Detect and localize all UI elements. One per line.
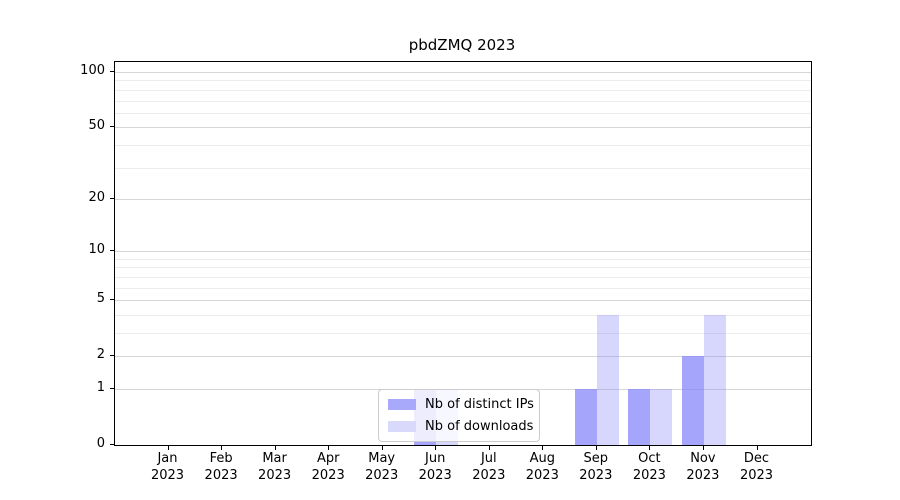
gridline-major-20 [115, 198, 811, 200]
y-tick-mark-10 [110, 250, 115, 252]
y-tick-mark-100 [110, 71, 115, 72]
y-tick-mark-20 [110, 197, 115, 199]
legend-swatch-distinct-ips [388, 399, 416, 410]
x-tick-label-mar: Mar 2023 [240, 450, 310, 484]
x-tick-year-nov: 2023 [686, 468, 720, 483]
x-tick-label-nov: Nov 2023 [668, 450, 738, 484]
x-tick-year-may: 2023 [365, 468, 399, 483]
gridline-minor-6 [115, 287, 811, 289]
y-tick-label-1: 1 [96, 380, 105, 395]
x-tick-mark-jan [167, 445, 169, 450]
chart-title: pbdZMQ 2023 [408, 36, 516, 54]
x-tick-mark-dec [756, 445, 758, 450]
x-tick-year-sep: 2023 [579, 468, 613, 483]
legend-swatch-downloads [388, 421, 416, 432]
gridline-major-100 [115, 72, 811, 73]
x-tick-year-mar: 2023 [258, 468, 292, 483]
x-tick-label-may: May 2023 [347, 450, 417, 484]
gridline-minor-30 [115, 167, 811, 169]
x-tick-month-dec: Dec [743, 451, 770, 466]
x-tick-month-jul: Jul [480, 451, 497, 466]
x-tick-month-feb: Feb [209, 451, 233, 466]
x-tick-year-jun: 2023 [418, 468, 452, 483]
x-tick-label-feb: Feb 2023 [186, 450, 256, 484]
gridline-minor-90 [115, 80, 811, 82]
gridline-minor-9 [115, 258, 811, 260]
x-tick-year-jan: 2023 [150, 468, 185, 483]
y-tick-mark-2 [110, 355, 115, 357]
gridline-minor-70 [115, 100, 811, 102]
legend-label-downloads: Nb of downloads [425, 419, 534, 434]
x-tick-month-jan: Jan [157, 451, 178, 466]
x-tick-label-jan: Jan 2023 [133, 450, 203, 484]
x-tick-mark-sep [595, 445, 597, 450]
x-tick-month-aug: Aug [529, 451, 555, 466]
y-tick-label-20: 20 [88, 189, 105, 205]
gridline-minor-40 [115, 144, 811, 146]
legend-entry-downloads: Nb of downloads [386, 417, 534, 436]
x-tick-year-feb: 2023 [204, 468, 238, 483]
gridline-major-2 [115, 356, 811, 358]
gridline-major-10 [115, 251, 811, 253]
y-tick-label-50: 50 [88, 118, 105, 134]
gridline-major-5 [115, 300, 811, 302]
gridline-minor-7 [115, 276, 811, 278]
bar-oct-downloads [650, 389, 673, 445]
y-tick-label-0: 0 [96, 436, 105, 451]
x-tick-month-sep: Sep [583, 451, 609, 466]
x-tick-year-aug: 2023 [525, 468, 559, 483]
x-tick-year-dec: 2023 [739, 468, 774, 483]
x-tick-month-nov: Nov [690, 451, 716, 466]
x-tick-mark-aug [542, 445, 544, 450]
x-tick-mark-may [381, 445, 383, 450]
x-tick-mark-mar [274, 445, 276, 450]
x-tick-mark-feb [221, 445, 223, 450]
x-tick-label-sep: Sep 2023 [561, 450, 631, 484]
y-tick-label-100: 100 [80, 63, 105, 78]
x-tick-mark-nov [702, 445, 704, 450]
y-tick-label-5: 5 [96, 291, 105, 307]
x-tick-year-oct: 2023 [632, 468, 666, 483]
x-tick-month-mar: Mar [262, 451, 287, 466]
x-tick-label-aug: Aug 2023 [507, 450, 577, 484]
y-tick-mark-50 [110, 126, 115, 128]
gridline-minor-4 [115, 314, 811, 316]
legend: Nb of distinct IPs Nb of downloads [378, 389, 540, 442]
x-tick-mark-jul [488, 445, 490, 450]
legend-entry-distinct-ips: Nb of distinct IPs [386, 395, 534, 414]
x-tick-label-jul: Jul 2023 [454, 450, 524, 484]
y-tick-mark-1 [110, 388, 115, 389]
x-tick-label-jun: Jun 2023 [400, 450, 470, 484]
bar-sep-downloads [596, 314, 619, 445]
legend-label-distinct-ips: Nb of distinct IPs [425, 397, 534, 412]
y-tick-label-10: 10 [88, 242, 105, 258]
x-tick-month-oct: Oct [638, 451, 661, 466]
gridline-minor-60 [115, 112, 811, 114]
gridline-minor-80 [115, 89, 811, 91]
bar-oct-distinct-ips [628, 389, 651, 445]
y-tick-mark-5 [110, 299, 115, 301]
gridline-minor-3 [115, 333, 811, 334]
x-tick-year-jul: 2023 [472, 468, 506, 483]
x-tick-month-apr: Apr [316, 451, 340, 466]
y-tick-mark-0 [110, 444, 115, 445]
x-tick-mark-apr [328, 445, 330, 450]
bar-nov-distinct-ips [681, 356, 704, 445]
x-tick-year-apr: 2023 [311, 468, 345, 483]
y-tick-label-2: 2 [96, 347, 105, 363]
x-tick-label-oct: Oct 2023 [614, 450, 684, 484]
x-tick-mark-oct [649, 445, 651, 450]
bar-nov-downloads [703, 314, 726, 445]
x-tick-label-apr: Apr 2023 [293, 450, 363, 484]
x-tick-label-dec: Dec 2023 [722, 450, 792, 484]
gridline-major-50 [115, 127, 811, 129]
gridline-minor-8 [115, 267, 811, 269]
bar-sep-distinct-ips [574, 389, 597, 445]
x-tick-month-may: May [368, 451, 396, 466]
x-tick-month-jun: Jun [425, 451, 446, 466]
x-tick-mark-jun [435, 445, 437, 450]
